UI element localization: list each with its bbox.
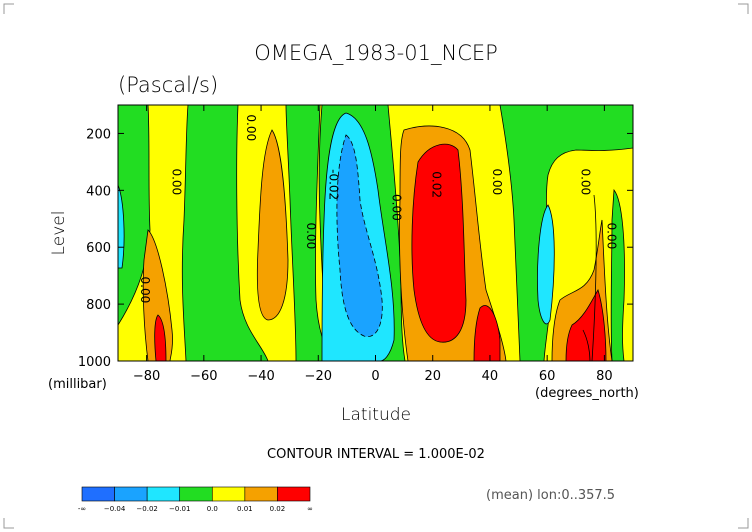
axes: −80 −60 −40 −20 0 20 40 60 80 200 400 600 800 1000 xyxy=(78,105,633,384)
region-red-sh xyxy=(154,314,167,361)
contour-interval-note: CONTOUR INTERVAL = 1.000E-02 xyxy=(267,447,485,462)
y-tick-label: 800 xyxy=(86,298,111,313)
region-orange-sh-2 xyxy=(256,129,289,321)
region-cyan-nh xyxy=(537,204,555,325)
x-tick-label: 40 xyxy=(482,369,499,384)
x-tick-label: −40 xyxy=(247,369,274,384)
contour-label: 0.02 xyxy=(430,171,444,198)
region-red-nh-pole xyxy=(565,289,607,361)
mean-note: (mean) lon:0..357.5 xyxy=(486,488,615,503)
y-axis-title: Level xyxy=(49,211,69,256)
region-red-nh-main xyxy=(411,143,467,343)
region-red-nh-low xyxy=(473,305,501,361)
region-green-sh-3 xyxy=(285,105,333,361)
contour-label: 0.00 xyxy=(579,168,593,195)
contour-label: 0.00 xyxy=(138,277,152,304)
contour-label: 0.00 xyxy=(490,168,504,195)
chart-subtitle: (Pascal/s) xyxy=(118,73,218,97)
x-tick-label: −20 xyxy=(305,369,332,384)
colorbar-label: 0.02 xyxy=(270,505,286,513)
colorbar-swatch xyxy=(277,486,311,502)
colorbar-label: −0.02 xyxy=(136,505,157,513)
x-tick-label: 0 xyxy=(371,369,379,384)
colorbar-swatch xyxy=(244,486,278,502)
y-axis-unit: (millibar) xyxy=(48,377,107,392)
x-axis-unit: (degrees_north) xyxy=(535,386,639,401)
colorbar-label: 0.01 xyxy=(237,505,253,513)
contour-line-1 xyxy=(591,194,597,361)
x-tick-label: −60 xyxy=(190,369,217,384)
colorbar-label: ∞ xyxy=(307,505,313,513)
region-blue-eq xyxy=(336,134,383,338)
chart-title: OMEGA_1983-01_NCEP xyxy=(254,41,498,65)
y-tick-label: 1000 xyxy=(78,355,111,370)
y-tick-label: 400 xyxy=(86,184,111,199)
colorbar-label: 0.0 xyxy=(207,505,218,513)
colorbar-label: −0.01 xyxy=(169,505,190,513)
crop-marks xyxy=(3,3,749,529)
contour-label: 0.00 xyxy=(390,194,404,221)
region-green-pole xyxy=(610,188,625,361)
y-tick-label: 600 xyxy=(86,241,111,256)
contour-label: 0.00 xyxy=(604,222,618,249)
colorbar-label: −0.04 xyxy=(104,505,126,513)
colorbar-swatch xyxy=(179,486,213,502)
colorbar-swatch xyxy=(146,486,181,502)
x-axis-title: Latitude xyxy=(341,405,411,425)
y-tick-label: 200 xyxy=(86,127,111,142)
contour-labels: 0.00 0.00 0.00 0.00 -0.02 0.00 0.02 0.00 0.00 0.0… xyxy=(138,114,618,303)
contour-label: 0.00 xyxy=(244,114,258,141)
colorbar: -∞ −0.04 −0.02 −0.01 0.0 0.01 0.02 ∞ xyxy=(78,486,313,513)
region-orange-sh-1 xyxy=(142,229,173,361)
contour-label: 0.00 xyxy=(304,222,318,249)
colorbar-label: -∞ xyxy=(78,505,86,513)
x-tick-label: 80 xyxy=(596,369,613,384)
x-tick-label: 60 xyxy=(539,369,556,384)
colorbar-swatch xyxy=(114,486,148,502)
colorbar-swatch xyxy=(211,486,246,502)
contour-line-2 xyxy=(582,329,591,361)
region-green-sh-2 xyxy=(181,105,269,361)
contour-label: -0.02 xyxy=(327,169,341,200)
colorbar-swatch xyxy=(81,486,115,502)
contour-label: 0.00 xyxy=(169,168,183,195)
region-green-sh-1 xyxy=(118,105,151,326)
contour-field xyxy=(118,105,633,361)
x-tick-label: 20 xyxy=(424,369,441,384)
x-tick-label: −80 xyxy=(133,369,160,384)
